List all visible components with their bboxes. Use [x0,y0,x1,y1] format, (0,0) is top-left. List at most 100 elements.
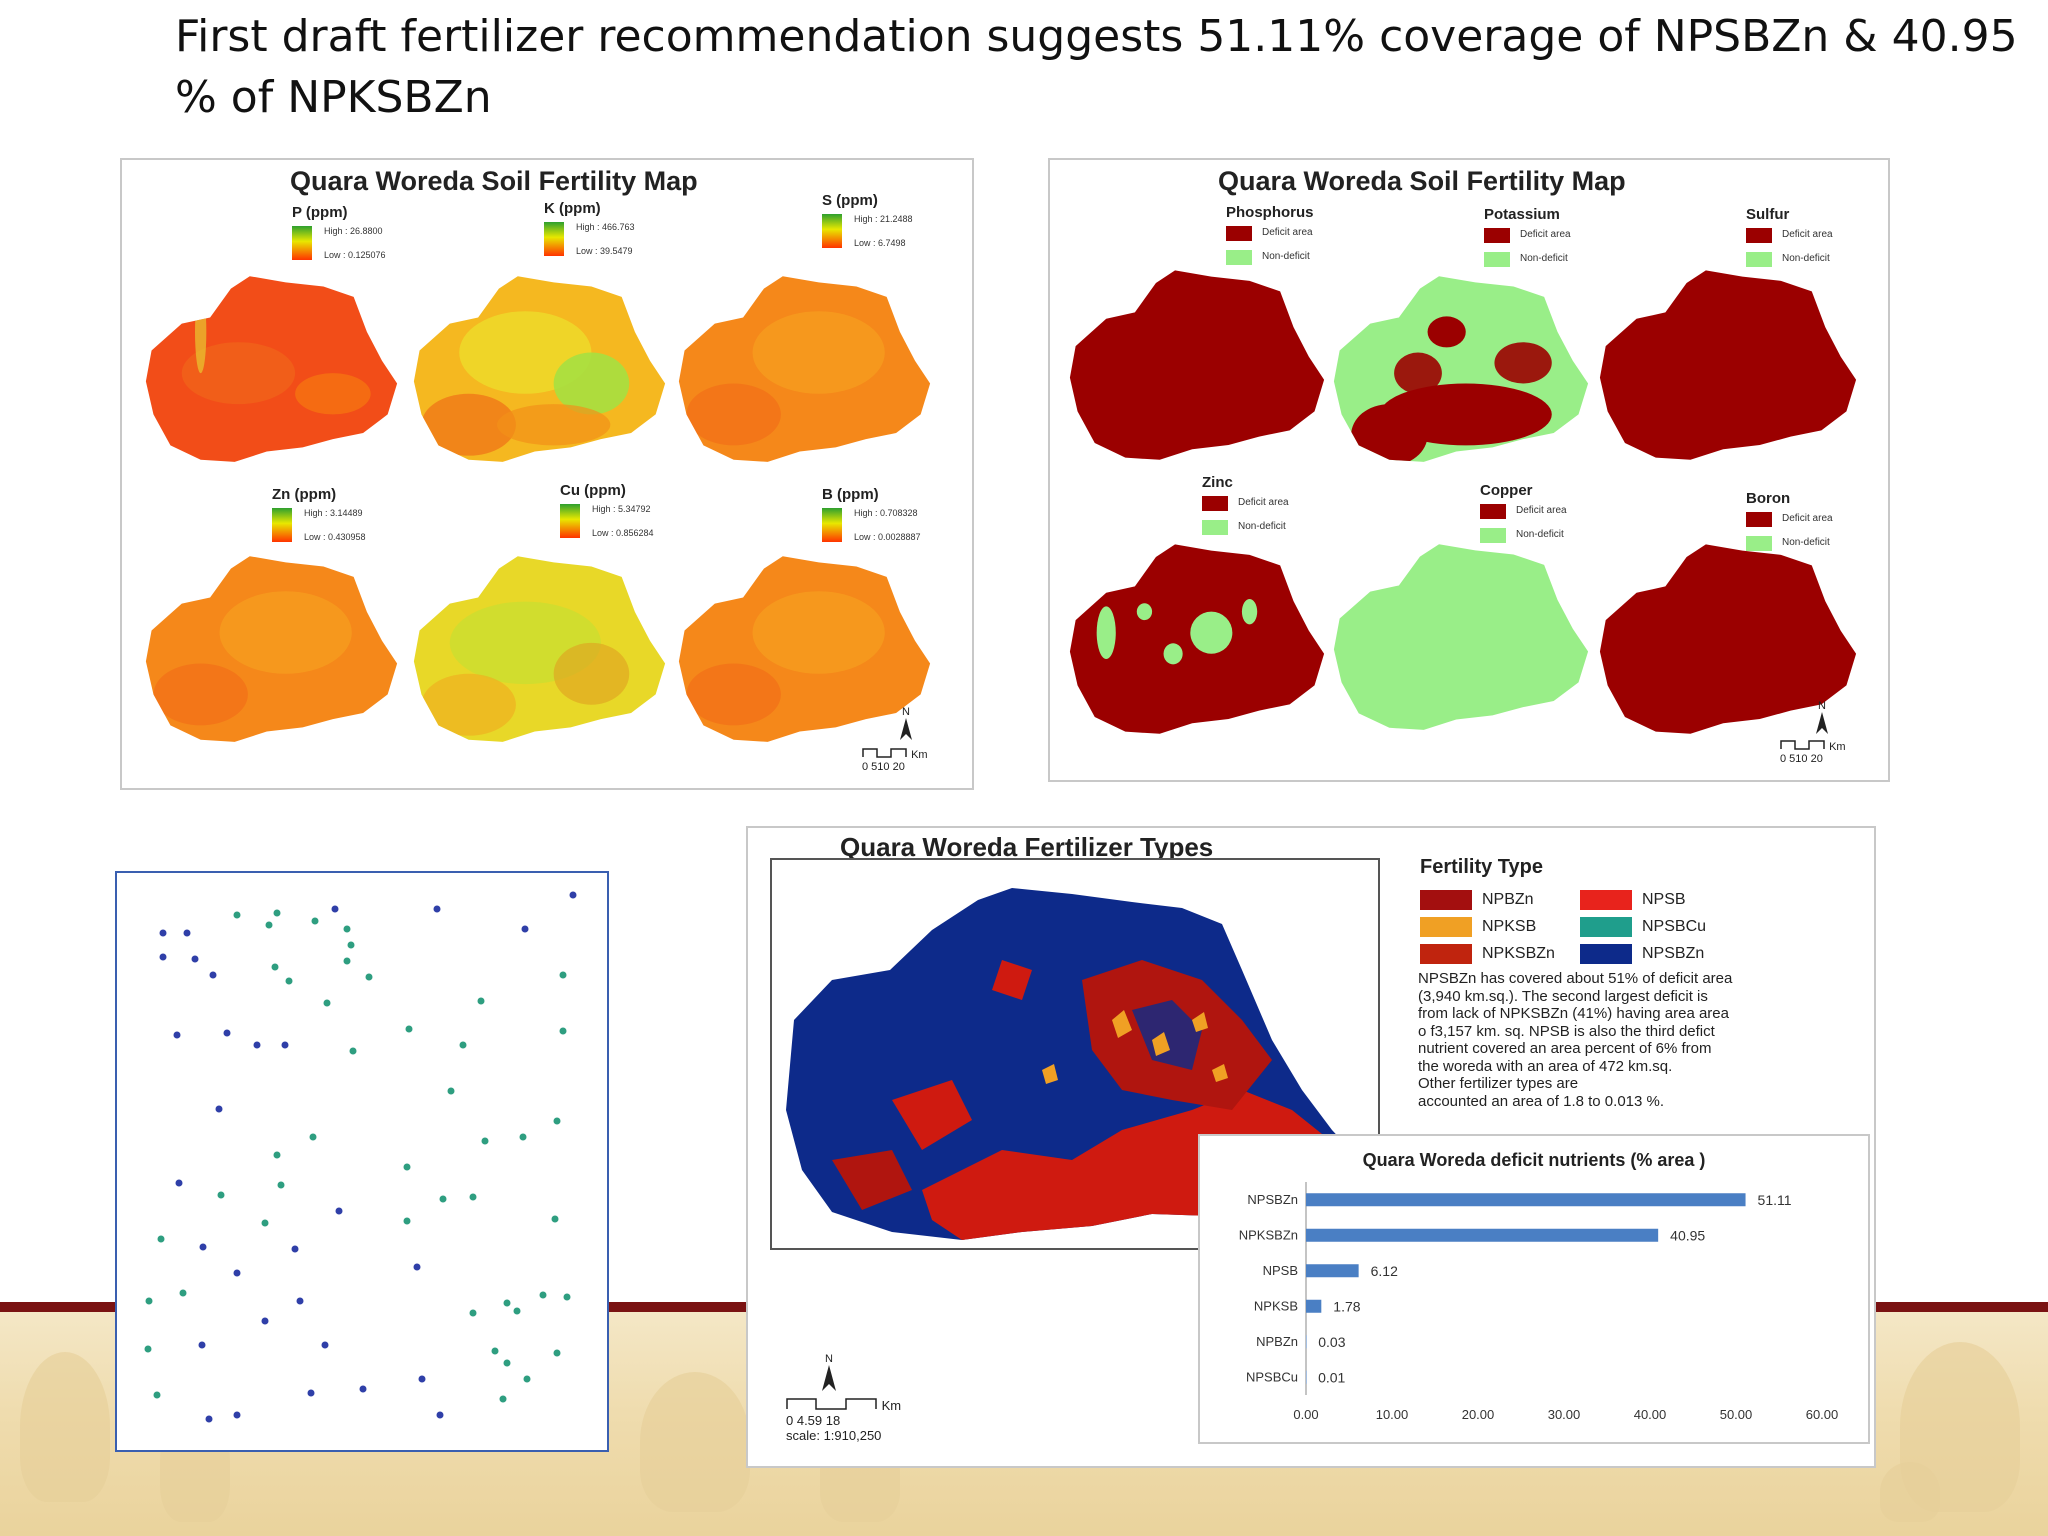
fertility-type-swatch [1420,890,1472,910]
sample-point [271,963,279,971]
sample-point [519,1133,527,1141]
sample-point [159,953,167,961]
value-label: 0.01 [1318,1369,1345,1385]
non-deficit-label: Non-deficit [1238,521,1286,532]
bar-NPSBCu [1306,1370,1307,1384]
panel-label: Zn (ppm) [272,486,337,503]
sample-point [261,1317,269,1325]
sample-point [145,1297,153,1305]
sample-point [331,905,339,913]
sample-point [403,1217,411,1225]
non-deficit-swatch [1226,250,1252,265]
sample-point [296,1297,304,1305]
fertility-type-label: NPSB [1642,891,1686,908]
sample-point [285,977,293,985]
non-deficit-label: Non-deficit [1782,537,1830,548]
map-title: Quara Woreda Soil Fertility Map [290,166,698,196]
sample-point [233,1411,241,1419]
value-label: 1.78 [1333,1298,1360,1314]
description-line: Other fertilizer types are [1418,1075,1579,1092]
description-line: (3,940 km.sq.). The second largest defic… [1418,987,1708,1005]
sample-point [223,1029,231,1037]
non-deficit-swatch [1746,252,1772,267]
x-tick-label: 20.00 [1462,1407,1495,1422]
sample-point [233,911,241,919]
sample-point [173,1031,181,1039]
fertility-type-label: NPKSBZn [1482,945,1555,962]
sample-points [144,891,577,1423]
panel-label: S (ppm) [822,192,878,209]
description-line: nutrient covered an area percent of 6% f… [1418,1040,1712,1057]
legend-low: Low : 0.0028887 [854,532,921,542]
sample-point [311,917,319,925]
legend-high: High : 26.8800 [324,226,383,236]
ppm-map-3 [145,556,398,742]
deficit-nutrients-chart: Quara Woreda deficit nutrients (% area )… [1198,1134,1870,1444]
gradient-legend-swatch [292,226,312,260]
sample-point [261,1219,269,1227]
legend-low: Low : 39.5479 [576,246,633,256]
value-label: 40.95 [1670,1227,1705,1243]
sample-point [436,1411,444,1419]
sample-point [199,1243,207,1251]
deficit-swatch [1746,512,1772,527]
non-deficit-label: Non-deficit [1262,251,1310,262]
sample-point [553,1349,561,1357]
non-deficit-label: Non-deficit [1520,253,1568,264]
value-label: 6.12 [1371,1263,1398,1279]
fertility-type-label: NPSBZn [1642,945,1705,962]
sample-point [347,941,355,949]
sample-point [439,1195,447,1203]
sample-point [307,1389,315,1397]
sample-point [323,999,331,1007]
sample-point [359,1385,367,1393]
panel-label: K (ppm) [544,200,601,217]
sample-point [273,909,281,917]
fertility-type-swatch [1580,917,1632,937]
deficit-map-3 [1069,544,1325,734]
sample-point [157,1235,165,1243]
north-arrow-icon: N [820,1353,838,1394]
deficit-swatch [1202,496,1228,511]
north-arrow-icon: N [898,706,914,743]
non-deficit-swatch [1202,520,1228,535]
deficit-chart-svg: Quara Woreda deficit nutrients (% area )… [1239,1150,1839,1422]
value-label: 51.11 [1758,1192,1792,1208]
sample-point [215,1105,223,1113]
sample-point [273,1151,281,1159]
non-deficit-swatch [1484,252,1510,267]
fertility-type-swatch [1580,890,1632,910]
sample-point [175,1179,183,1187]
panel-label: Zinc [1202,474,1233,491]
category-label: NPSBCu [1246,1369,1298,1384]
sample-point [309,1133,317,1141]
sample-point [499,1395,507,1403]
scale-bar: Km 0 510 20 [862,748,928,773]
sample-point [405,1025,413,1033]
description-line: o f3,157 km. sq. NPSB is also the third … [1418,1022,1715,1040]
deficit-map-0 [1069,270,1325,460]
non-deficit-label: Non-deficit [1516,529,1564,540]
fertility-type-swatch [1420,944,1472,964]
sample-point [503,1359,511,1367]
fertility-type-swatch [1580,944,1632,964]
deficit-label: Deficit area [1520,229,1571,240]
deficit-label: Deficit area [1782,513,1833,524]
bar-NPKSBZn [1306,1228,1659,1242]
sample-point [291,1245,299,1253]
panel-label: Boron [1746,490,1791,507]
panel-label: P (ppm) [292,204,348,221]
ppm-map-5 [678,556,931,742]
sample-point [335,1207,343,1215]
scale-bar: Km 0 510 20 [1780,740,1846,765]
bar-NPSBZn [1306,1193,1746,1207]
deficit-swatch [1484,228,1510,243]
non-deficit-swatch [1480,528,1506,543]
sample-point [447,1087,455,1095]
fertility-type-label: NPBZn [1482,891,1534,908]
sample-point [209,971,217,979]
non-deficit-label: Non-deficit [1782,253,1830,264]
sample-point [559,971,567,979]
sample-point [559,1027,567,1035]
deficit-label: Deficit area [1516,505,1567,516]
